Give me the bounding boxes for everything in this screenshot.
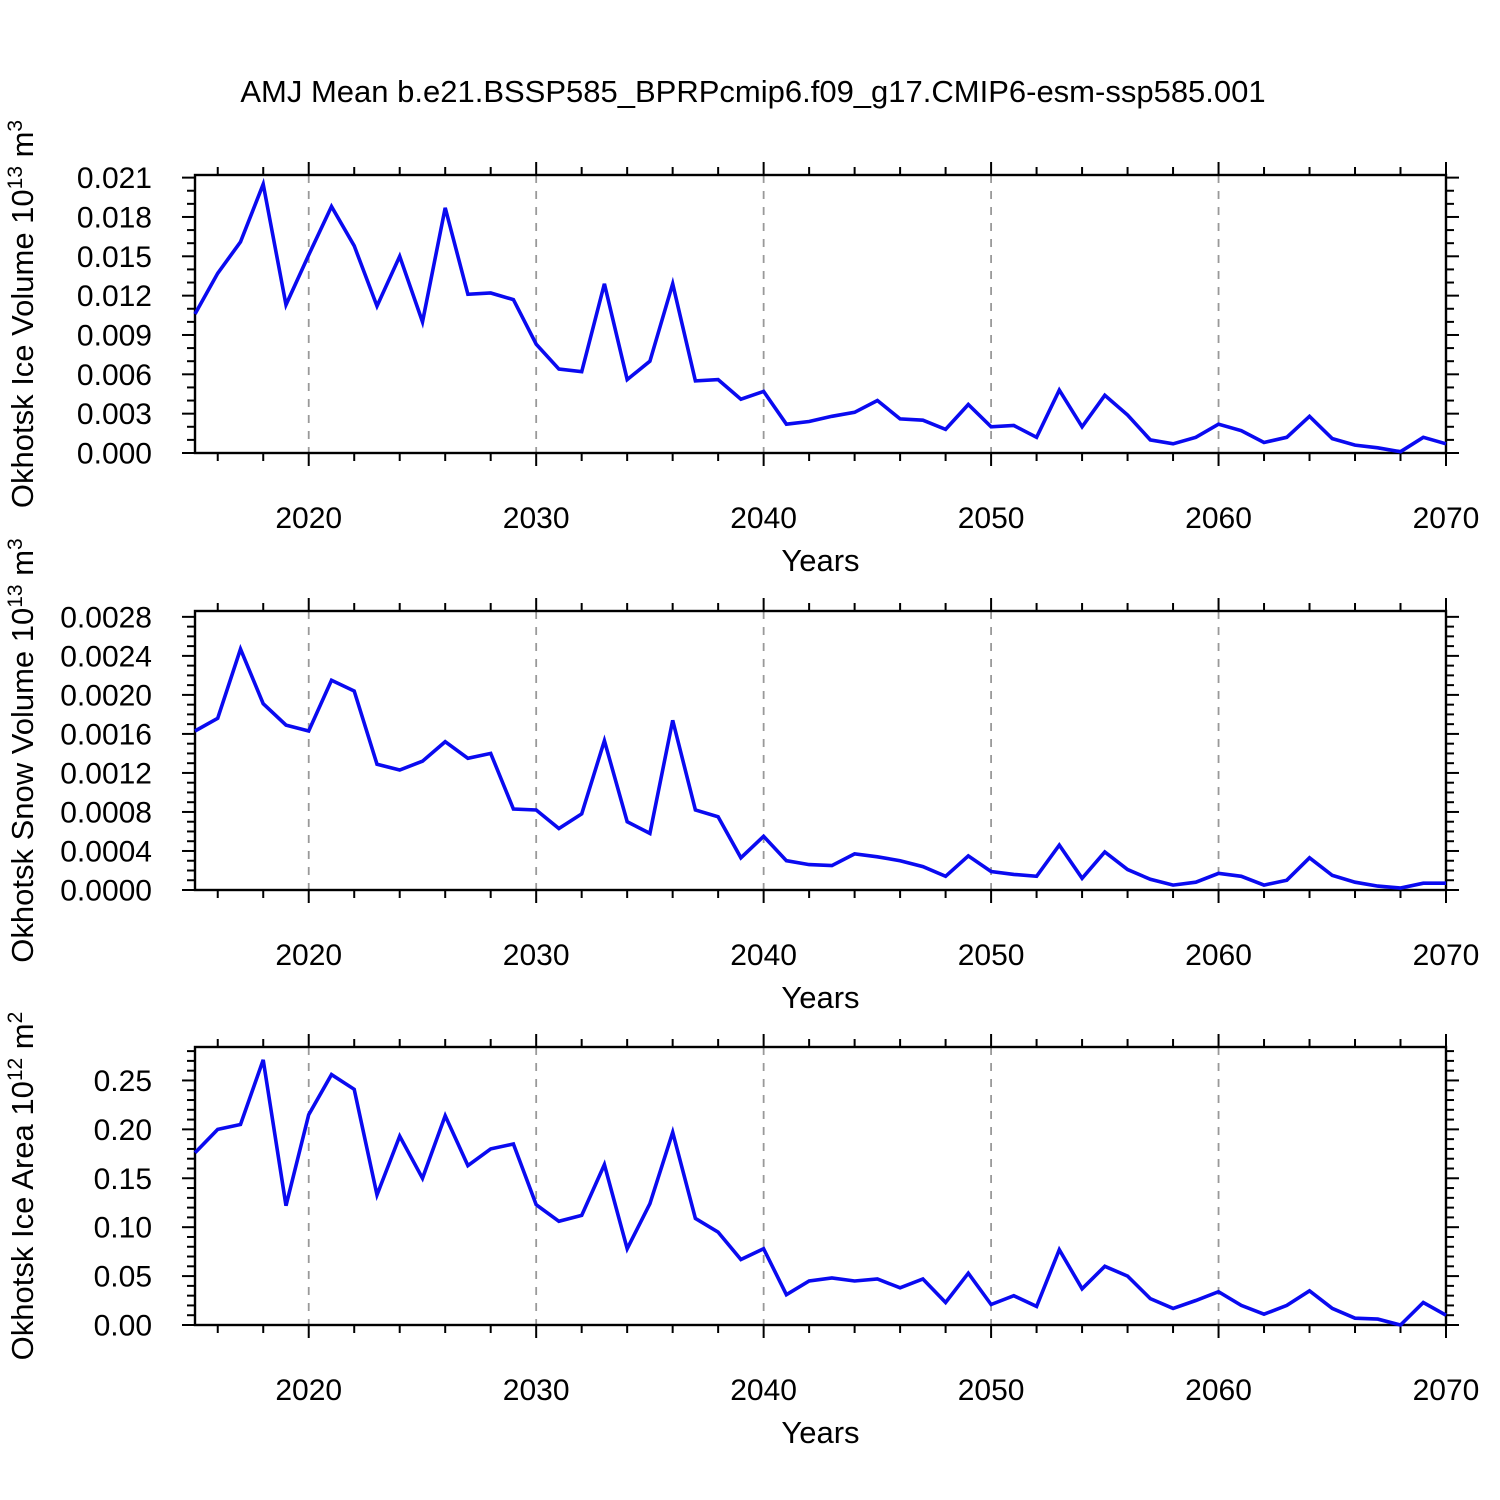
x-tick-label: 2070 bbox=[1413, 1374, 1480, 1407]
y-tick-label: 0.009 bbox=[77, 319, 152, 352]
x-tick-label: 2030 bbox=[503, 502, 570, 535]
plot-border bbox=[193, 1045, 1448, 1327]
chart-ice-area: 2020 2030 2040 2050 2060 2070 0.00 0.05 0.10 0.15… bbox=[4, 1012, 1479, 1450]
axis-ticks bbox=[182, 598, 1459, 903]
y-tick-label: 0.021 bbox=[77, 162, 152, 195]
y-tick-label: 0.003 bbox=[77, 398, 152, 431]
figure-title: AMJ Mean b.e21.BSSP585_BPRPcmip6.f09_g17… bbox=[240, 74, 1265, 109]
x-tick-label: 2040 bbox=[730, 1374, 797, 1407]
x-axis-title: Years bbox=[781, 543, 859, 578]
x-tick-label: 2060 bbox=[1185, 939, 1252, 972]
x-tick-label: 2030 bbox=[503, 1374, 570, 1407]
ice-area-line bbox=[193, 1059, 1447, 1327]
x-tick-label: 2070 bbox=[1413, 502, 1480, 535]
x-tick-label: 2050 bbox=[958, 1374, 1025, 1407]
x-tick-label: 2050 bbox=[958, 502, 1025, 535]
charts-root: 2020 2030 2040 2050 2060 2070 0.000 0.003 0.006 0… bbox=[4, 120, 1479, 1450]
y-tick-label: 0.0020 bbox=[60, 679, 152, 712]
x-tick-label: 2040 bbox=[730, 939, 797, 972]
chart-ice-volume: 2020 2030 2040 2050 2060 2070 0.000 0.003 0.006 0… bbox=[4, 120, 1479, 578]
x-tick-label: 2030 bbox=[503, 939, 570, 972]
y-axis-title: Okhotsk Ice Area 1012 m2 bbox=[4, 1012, 40, 1361]
y-tick-label: 0.0024 bbox=[60, 640, 152, 673]
y-tick-label: 0.05 bbox=[94, 1261, 152, 1294]
y-tick-label: 0.0028 bbox=[60, 601, 152, 634]
y-tick-label: 0.0008 bbox=[60, 796, 152, 829]
ice-volume-line bbox=[193, 177, 1447, 454]
y-tick-label: 0.20 bbox=[94, 1114, 152, 1147]
x-tick-label: 2060 bbox=[1185, 502, 1252, 535]
y-tick-label: 0.0004 bbox=[60, 835, 152, 868]
x-tick-label: 2020 bbox=[275, 1374, 342, 1407]
y-tick-label: 0.000 bbox=[77, 438, 152, 471]
axis-ticks bbox=[182, 162, 1459, 466]
x-axis-title: Years bbox=[781, 980, 859, 1015]
x-tick-label: 2020 bbox=[275, 939, 342, 972]
x-axis-title: Years bbox=[781, 1415, 859, 1450]
snow-volume-line bbox=[194, 643, 1446, 890]
y-tick-label: 0.012 bbox=[77, 280, 152, 313]
x-tick-label: 2020 bbox=[275, 502, 342, 535]
y-tick-label: 0.006 bbox=[77, 359, 152, 392]
y-tick-label: 0.0012 bbox=[60, 757, 152, 790]
y-axis-title: Okhotsk Snow Volume 1013 m3 bbox=[4, 538, 40, 962]
y-tick-label: 0.015 bbox=[77, 241, 152, 274]
x-tick-label: 2070 bbox=[1413, 939, 1480, 972]
y-tick-label: 0.0000 bbox=[60, 875, 152, 908]
x-tick-label: 2040 bbox=[730, 502, 797, 535]
y-tick-label: 0.00 bbox=[94, 1310, 152, 1343]
plot-border bbox=[193, 609, 1448, 892]
axis-ticks bbox=[182, 1034, 1459, 1338]
y-axis-title: Okhotsk Ice Volume 1013 m3 bbox=[4, 120, 40, 508]
y-tick-label: 0.10 bbox=[94, 1212, 152, 1245]
chart-snow-volume: 2020 2030 2040 2050 2060 2070 0.0000 0.0004 0.00… bbox=[4, 538, 1479, 1015]
y-tick-label: 0.018 bbox=[77, 201, 152, 234]
y-tick-label: 0.15 bbox=[94, 1163, 152, 1196]
x-tick-label: 2060 bbox=[1185, 1374, 1252, 1407]
plot-border bbox=[193, 173, 1448, 455]
y-tick-label: 0.0016 bbox=[60, 718, 152, 751]
x-tick-label: 2050 bbox=[958, 939, 1025, 972]
y-tick-label: 0.25 bbox=[94, 1065, 152, 1098]
